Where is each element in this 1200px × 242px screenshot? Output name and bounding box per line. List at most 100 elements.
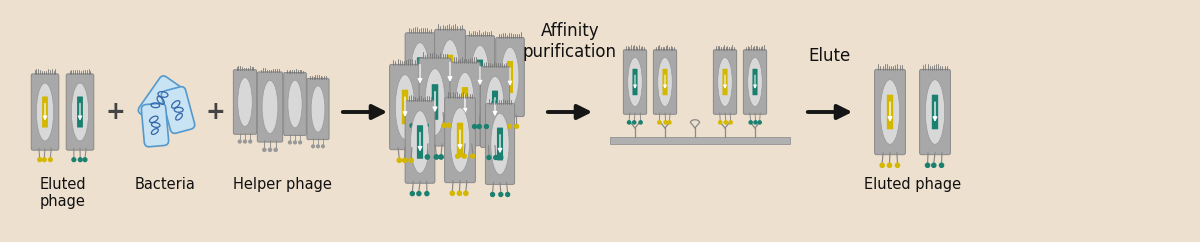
Circle shape [931,163,936,167]
Ellipse shape [628,58,642,106]
FancyBboxPatch shape [887,95,893,129]
FancyBboxPatch shape [875,69,905,155]
FancyBboxPatch shape [31,74,59,150]
FancyBboxPatch shape [138,76,181,124]
FancyBboxPatch shape [722,69,727,95]
Circle shape [478,125,481,129]
Circle shape [508,124,511,128]
Circle shape [491,192,494,197]
FancyBboxPatch shape [406,101,434,183]
FancyBboxPatch shape [233,70,257,134]
Text: +: + [106,100,125,124]
Circle shape [725,121,727,124]
Circle shape [442,123,446,127]
Ellipse shape [456,72,474,136]
FancyBboxPatch shape [432,84,438,120]
FancyBboxPatch shape [161,87,194,133]
Circle shape [317,145,319,148]
Circle shape [425,192,428,196]
Text: Eluted phage: Eluted phage [864,177,961,192]
Circle shape [410,124,414,128]
Ellipse shape [470,45,490,106]
Text: Affinity
purification: Affinity purification [523,22,617,61]
Ellipse shape [450,108,469,172]
Circle shape [239,140,241,143]
Circle shape [664,121,667,124]
Circle shape [658,121,661,124]
FancyBboxPatch shape [66,74,94,150]
Circle shape [72,158,76,162]
Circle shape [416,192,421,196]
Ellipse shape [262,81,278,134]
Ellipse shape [71,83,89,141]
FancyBboxPatch shape [466,36,494,116]
Circle shape [425,155,430,159]
Circle shape [754,121,757,124]
Circle shape [450,191,455,195]
Circle shape [402,158,407,162]
Text: Bacteria: Bacteria [134,177,196,192]
Circle shape [457,191,462,195]
Ellipse shape [36,83,54,141]
Ellipse shape [486,76,504,138]
Circle shape [925,163,930,167]
FancyBboxPatch shape [446,55,454,89]
Ellipse shape [925,80,944,144]
Circle shape [456,123,460,127]
Ellipse shape [440,40,460,104]
FancyBboxPatch shape [653,50,677,114]
Circle shape [499,192,503,197]
FancyBboxPatch shape [492,91,498,123]
Text: +: + [205,100,224,124]
FancyBboxPatch shape [416,57,424,91]
Circle shape [263,148,266,151]
Circle shape [462,154,467,158]
Circle shape [502,124,506,128]
Circle shape [888,163,892,167]
Circle shape [667,121,671,124]
FancyBboxPatch shape [713,50,737,114]
Circle shape [493,156,498,159]
Ellipse shape [881,80,900,144]
Circle shape [719,121,721,124]
Ellipse shape [491,113,509,174]
Circle shape [880,163,884,167]
Ellipse shape [395,75,415,139]
Ellipse shape [425,69,445,135]
FancyBboxPatch shape [486,104,515,184]
Ellipse shape [502,47,518,107]
Circle shape [42,158,46,162]
FancyBboxPatch shape [496,38,524,117]
FancyBboxPatch shape [497,128,503,160]
Circle shape [409,158,413,162]
FancyBboxPatch shape [743,50,767,114]
FancyBboxPatch shape [450,62,480,146]
Circle shape [439,155,443,159]
Circle shape [37,158,42,162]
FancyBboxPatch shape [419,58,451,146]
Circle shape [473,125,476,129]
Circle shape [248,140,252,143]
FancyBboxPatch shape [142,103,169,147]
FancyBboxPatch shape [508,61,512,93]
Circle shape [269,148,271,151]
Bar [610,137,790,144]
Ellipse shape [410,43,430,105]
FancyBboxPatch shape [445,97,475,183]
Ellipse shape [311,86,325,132]
FancyBboxPatch shape [257,72,283,142]
Circle shape [505,192,510,197]
FancyBboxPatch shape [480,67,510,147]
Circle shape [749,121,752,124]
Text: Helper phage: Helper phage [233,177,331,192]
Ellipse shape [288,80,302,128]
Circle shape [470,154,475,158]
Ellipse shape [718,58,732,106]
Ellipse shape [410,111,430,173]
Circle shape [312,145,314,148]
Circle shape [487,156,491,159]
Circle shape [397,158,401,162]
FancyBboxPatch shape [434,29,466,115]
FancyBboxPatch shape [77,97,83,128]
FancyBboxPatch shape [390,64,420,150]
